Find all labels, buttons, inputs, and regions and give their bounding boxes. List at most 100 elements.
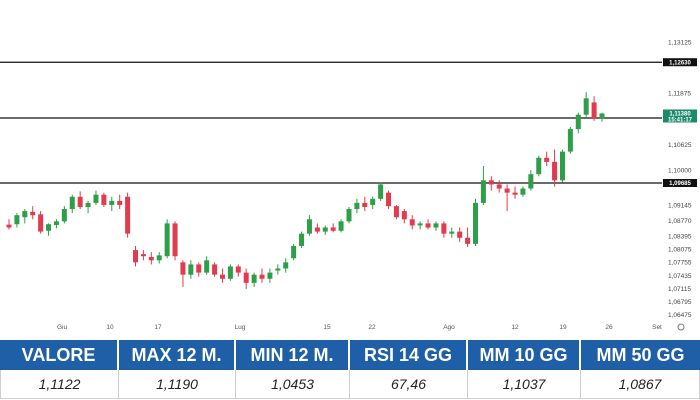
candle-body	[219, 274, 225, 279]
candle-body	[346, 209, 352, 222]
candle-body	[409, 219, 415, 226]
candle-body	[101, 194, 107, 205]
x-tick-label: Set	[652, 324, 662, 331]
current-price-badge	[663, 109, 697, 123]
y-tick-label: 1,10625	[668, 142, 692, 149]
x-tick-label: Giu	[57, 324, 68, 331]
candle-body	[306, 219, 312, 234]
candle-body	[512, 192, 518, 195]
candle-body	[552, 161, 558, 181]
line-label: 1,12630	[669, 60, 691, 66]
candle-body	[457, 231, 463, 238]
candle-body	[251, 274, 257, 283]
candle-body	[69, 196, 75, 210]
candle-body	[140, 254, 146, 257]
x-tick-label: 10	[106, 324, 114, 331]
y-tick-label: 1,08770	[668, 218, 692, 225]
x-tick-label: 26	[605, 324, 613, 331]
candle-body	[330, 227, 336, 231]
y-tick-label: 1,09145	[668, 203, 692, 210]
current-price-time: 15:41:17	[668, 117, 693, 123]
candle-body	[61, 209, 67, 222]
candle-body	[235, 266, 241, 273]
candle-body	[164, 223, 170, 257]
line-label: 1,09685	[669, 181, 691, 187]
current-price-label: 1,11380	[669, 111, 691, 117]
candle-body	[259, 274, 265, 279]
x-tick-label: 17	[154, 324, 162, 331]
y-tick-label: 1,07115	[668, 286, 691, 293]
header-min-12m: MIN 12 M.	[236, 340, 350, 370]
x-tick-label: 19	[559, 324, 567, 331]
stats-header-row: VALORE MAX 12 M. MIN 12 M. RSI 14 GG MM …	[0, 340, 700, 370]
candle-body	[314, 227, 320, 232]
value-min-12m: 1,0453	[236, 370, 350, 398]
candle-body	[93, 194, 99, 203]
x-tick-label: 15	[323, 324, 331, 331]
line-label-box	[663, 179, 697, 187]
candle-body	[299, 233, 305, 246]
y-tick-label: 1,07435	[668, 273, 692, 280]
candle-body	[386, 192, 392, 207]
candle-body	[480, 180, 486, 203]
candle-body	[583, 98, 589, 115]
candle-body	[536, 157, 542, 175]
line-label-box	[663, 58, 697, 67]
candle-body	[496, 184, 502, 189]
x-tick-label: 12	[511, 324, 519, 331]
candle-body	[6, 224, 12, 228]
candle-body	[133, 250, 139, 263]
candle-body	[46, 224, 52, 231]
candle-body	[180, 262, 186, 275]
y-tick-label: 1,11875	[668, 91, 691, 98]
candle-body	[85, 202, 91, 207]
stats-value-row: 1,1122 1,1190 1,0453 67,46 1,1037 1,0867	[0, 370, 700, 399]
candle-body	[504, 188, 510, 193]
candle-body	[441, 223, 447, 234]
candle-body	[283, 262, 289, 269]
candle-body	[148, 257, 154, 261]
candle-body	[38, 214, 44, 232]
candle-body	[322, 227, 328, 232]
candle-body	[275, 268, 281, 271]
candle-body	[544, 157, 550, 162]
candle-body	[243, 272, 249, 283]
x-tick-label: 22	[368, 324, 376, 331]
candlestick-chart: 1,131251,126301,118751,113801,112701,106…	[0, 39, 697, 331]
candle-body	[188, 264, 194, 275]
candle-body	[567, 129, 573, 152]
candle-body	[528, 174, 534, 189]
y-tick-label: 1,08395	[668, 233, 692, 240]
y-tick-label: 1,07755	[668, 260, 692, 267]
price-chart: 1,131251,126301,118751,113801,112701,106…	[0, 39, 697, 331]
candle-body	[449, 231, 455, 234]
candle-body	[338, 221, 344, 231]
header-mm-50gg: MM 50 GG	[581, 340, 700, 370]
value-mm-50gg: 1,0867	[581, 370, 700, 398]
value-rsi-14gg: 67,46	[350, 370, 468, 398]
candle-body	[267, 272, 273, 279]
candle-body	[22, 211, 28, 218]
candle-body	[488, 180, 494, 185]
candle-body	[204, 260, 210, 273]
value-max-12m: 1,1190	[119, 370, 236, 398]
candle-body	[30, 211, 36, 216]
value-mm-10gg: 1,1037	[468, 370, 581, 398]
candle-body	[417, 223, 423, 226]
candle-body	[125, 196, 131, 234]
header-rsi-14gg: RSI 14 GG	[350, 340, 468, 370]
candle-body	[77, 196, 83, 207]
candle-body	[425, 223, 431, 228]
candle-body	[370, 198, 376, 205]
candle-body	[109, 200, 115, 205]
candle-body	[291, 245, 297, 259]
candle-body	[227, 266, 233, 279]
candle-body	[472, 202, 478, 244]
candle-body	[599, 113, 605, 119]
candle-body	[354, 202, 360, 210]
candle-body	[433, 223, 439, 228]
candle-body	[212, 264, 218, 275]
candle-body	[591, 102, 597, 119]
candle-body	[362, 202, 368, 207]
y-tick-label: 1,10000	[668, 168, 692, 175]
